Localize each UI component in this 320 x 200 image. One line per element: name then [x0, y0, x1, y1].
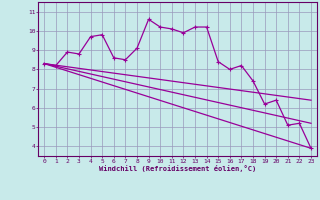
X-axis label: Windchill (Refroidissement éolien,°C): Windchill (Refroidissement éolien,°C): [99, 165, 256, 172]
